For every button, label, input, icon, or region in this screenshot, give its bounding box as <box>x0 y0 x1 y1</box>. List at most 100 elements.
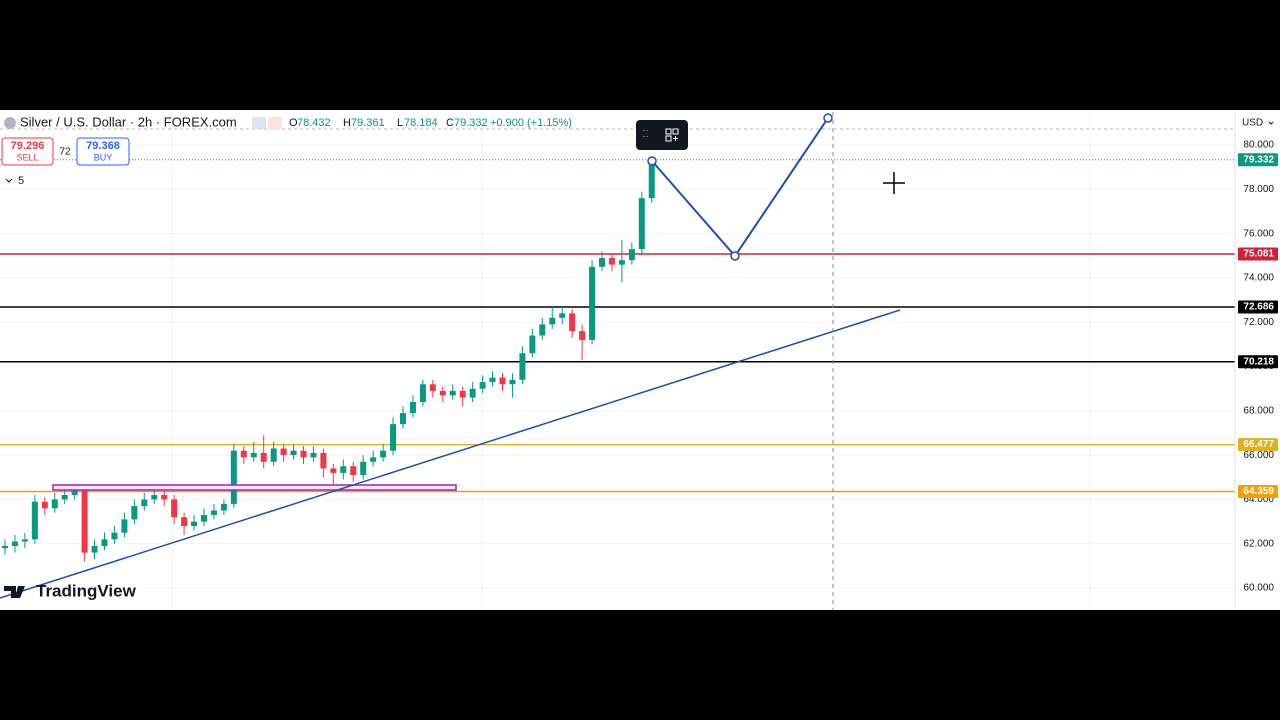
candle-body <box>71 490 78 496</box>
toolbar-icon[interactable] <box>672 128 679 135</box>
price-tag-label: 64.359 <box>1243 486 1274 497</box>
path-handle[interactable] <box>823 113 833 123</box>
ohlc-value: 79.332 <box>454 117 488 129</box>
y-tick-label: 66.000 <box>1243 450 1274 461</box>
range-rectangle <box>52 484 457 491</box>
drawing-toolbar[interactable] <box>636 120 688 150</box>
price-axis-labels: 80.00078.00076.00074.00072.00070.00068.0… <box>1238 140 1278 594</box>
price-tag-label: 66.477 <box>1243 439 1274 450</box>
candle-body <box>220 503 227 511</box>
candle-body <box>638 198 645 250</box>
price-tag-label: 72.686 <box>1243 302 1274 313</box>
candle-body <box>131 506 138 520</box>
symbol-icon <box>4 117 16 129</box>
candle-body <box>648 159 655 199</box>
candle-body <box>31 501 38 540</box>
candle-body <box>2 545 8 549</box>
candle-body <box>300 450 307 458</box>
grid <box>0 110 1235 610</box>
y-tick-label: 72.000 <box>1243 317 1274 328</box>
buy-button[interactable] <box>76 137 130 166</box>
chart-background <box>0 110 1280 610</box>
candle-body <box>390 424 397 451</box>
brand-logo <box>4 586 25 598</box>
y-tick-label: 78.000 <box>1243 184 1274 195</box>
candle-body <box>320 452 327 469</box>
price-tag <box>1238 355 1278 369</box>
candle-body <box>419 384 426 402</box>
candle-body <box>240 450 247 458</box>
price-tag <box>1238 438 1278 452</box>
price-tag <box>1238 300 1278 314</box>
candle-body <box>181 517 188 527</box>
buy-price: 79.368 <box>86 140 120 152</box>
candle-body <box>260 452 267 462</box>
candle-body <box>509 379 516 385</box>
candle-body <box>459 390 466 398</box>
candle-body <box>579 331 586 340</box>
buy-label: BUY <box>94 152 113 162</box>
candle-body <box>310 452 317 458</box>
candle-body <box>201 514 207 522</box>
candle-body <box>469 388 476 398</box>
y-tick-label: 62.000 <box>1243 538 1274 549</box>
y-tick-label: 68.000 <box>1243 405 1274 416</box>
path-handle[interactable] <box>730 251 740 261</box>
indicator-toggle[interactable] <box>5 178 13 183</box>
candle-body <box>400 413 406 425</box>
candle-body <box>350 466 357 476</box>
ohlc-label: O <box>289 117 298 129</box>
candle-body <box>519 353 526 380</box>
candle-body <box>191 521 198 527</box>
candle-body <box>569 313 576 332</box>
candle-body <box>61 495 68 500</box>
candle-body <box>370 457 377 462</box>
candle-body <box>589 266 596 340</box>
candle-body <box>171 499 178 518</box>
ohlc-value: 78.184 <box>404 117 438 129</box>
y-tick-label: 76.000 <box>1243 228 1274 239</box>
candle-body <box>101 539 108 546</box>
candle-body <box>161 495 168 500</box>
y-tick-label: 64.000 <box>1243 494 1274 505</box>
candle-body <box>489 377 496 383</box>
candle-body <box>429 384 436 391</box>
candle-body <box>51 499 58 509</box>
currency-dropdown[interactable] <box>1268 121 1274 125</box>
price-tag-label: 79.332 <box>1243 154 1274 165</box>
candle-body <box>539 324 546 336</box>
candle-body <box>340 466 347 473</box>
candle-body <box>91 545 98 553</box>
candle-body <box>121 519 128 533</box>
candle-body <box>628 249 635 261</box>
ohlc-label: C <box>446 117 454 129</box>
candle-body <box>618 260 625 265</box>
indicator-count: 5 <box>18 175 24 187</box>
badge <box>252 117 266 129</box>
ohlc-label: H <box>343 117 351 129</box>
candle-body <box>529 335 536 354</box>
toolbar-icon[interactable] <box>673 136 678 141</box>
candle-body <box>210 510 217 515</box>
candle-body <box>250 452 257 458</box>
candle-body <box>449 390 456 396</box>
price-tag <box>1238 247 1278 261</box>
sell-price: 79.296 <box>11 140 45 152</box>
levels <box>0 159 1235 493</box>
candle-body <box>599 257 605 267</box>
change: +0.900 (+1.15%) <box>490 117 572 129</box>
candle-body <box>141 499 148 507</box>
candle-body <box>290 450 297 456</box>
candle-body <box>608 257 615 265</box>
sell-button[interactable] <box>1 137 54 166</box>
candle-body <box>41 501 48 509</box>
toolbar-icon[interactable] <box>665 135 672 142</box>
spread: 72 <box>59 147 71 158</box>
currency[interactable]: USD <box>1242 118 1263 129</box>
candle-body <box>360 461 367 476</box>
path-handle[interactable] <box>647 156 657 166</box>
cursor <box>883 172 905 194</box>
toolbar-icon[interactable] <box>665 128 672 135</box>
candle-body <box>11 541 18 546</box>
